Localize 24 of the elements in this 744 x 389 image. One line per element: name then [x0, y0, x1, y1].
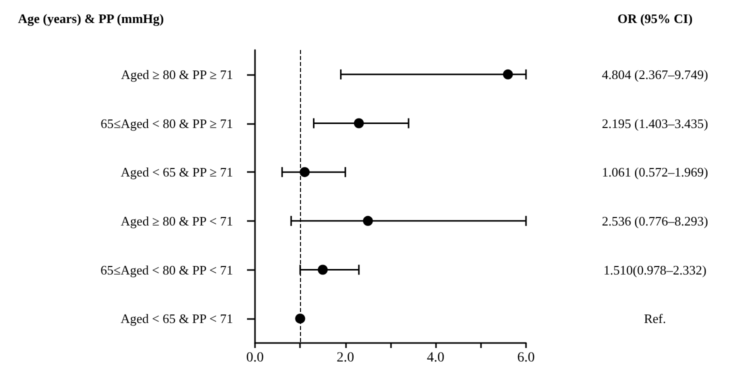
text: OR (95% CI): [617, 11, 693, 26]
text: 2.536 (0.776–8.293): [602, 213, 708, 228]
x-tick-label: 6.0: [517, 350, 535, 366]
text: 1.510(0.978–2.332): [604, 262, 706, 278]
point: [300, 167, 310, 178]
text: Ref.: [644, 311, 666, 326]
text: 2.195 (1.403–3.435): [602, 116, 708, 131]
point: [318, 264, 328, 275]
y-axis-title: Age (years) & PP (mmHg): [18, 11, 164, 26]
y-tick-label: 65≤Aged < 80 & PP < 71: [100, 262, 233, 278]
y-tick-label: Aged < 65 & PP < 71: [120, 311, 233, 326]
point: [502, 69, 513, 80]
x-tick-label: 0.0: [246, 350, 264, 366]
y-tick-label: Aged ≥ 80 & PP ≥ 71: [120, 66, 233, 82]
point: [354, 118, 364, 128]
text: 1.061 (0.572–1.969): [602, 164, 708, 180]
y-tick-label: 65≤Aged < 80 & PP ≥ 71: [100, 116, 233, 131]
point: [295, 314, 306, 324]
y-tick-label: Aged ≥ 80 & PP < 71: [120, 213, 233, 228]
text: 4.804 (2.367–9.749): [602, 66, 708, 82]
x-tick-label: 4.0: [426, 350, 444, 366]
y-tick-label: Aged < 65 & PP ≥ 71: [120, 164, 233, 180]
point: [362, 216, 373, 226]
x-tick-label: 2.0: [336, 350, 354, 366]
